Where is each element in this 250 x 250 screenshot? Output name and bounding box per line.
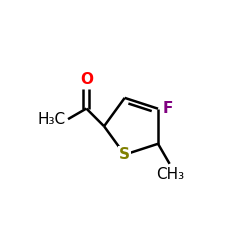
Text: CH₃: CH₃ — [156, 167, 184, 182]
Text: O: O — [80, 72, 93, 88]
Text: S: S — [119, 147, 130, 162]
Text: F: F — [162, 101, 173, 116]
Text: H₃C: H₃C — [38, 112, 66, 127]
